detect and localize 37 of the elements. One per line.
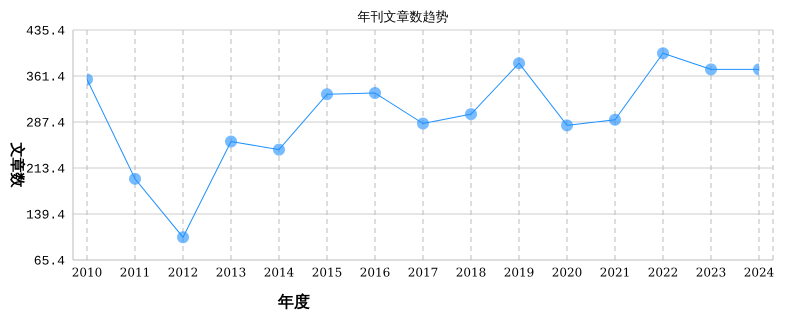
point — [417, 117, 429, 130]
y-tick-label: 287.4 — [26, 116, 66, 131]
point — [129, 172, 141, 185]
chart-title: 年刊文章数趋势 — [358, 10, 448, 25]
point — [321, 88, 333, 100]
x-axis-title: 年度 — [278, 292, 310, 313]
x-tick-label: 2013 — [216, 266, 246, 280]
x-tick-label: 2020 — [552, 266, 582, 280]
x-tick-label: 2018 — [456, 266, 486, 280]
x-tick-label: 2012 — [168, 266, 198, 280]
point — [369, 87, 381, 100]
x-tick-label: 2015 — [312, 266, 342, 280]
x-tick-label: 2016 — [360, 266, 390, 280]
point — [465, 108, 477, 120]
y-tick-label: 361.4 — [26, 70, 66, 85]
x-tick-label: 2017 — [408, 266, 438, 280]
y-tick-label: 65.4 — [34, 254, 66, 269]
x-tick-label: 2022 — [648, 266, 678, 280]
x-tick-label: 2014 — [264, 266, 295, 280]
y-tick-label: 139.4 — [26, 208, 66, 223]
point — [657, 47, 669, 60]
point — [513, 57, 525, 70]
x-tick-label: 2011 — [120, 266, 150, 280]
y-tick-label: 435.4 — [26, 24, 66, 39]
point — [177, 231, 189, 244]
point — [273, 144, 285, 156]
point — [561, 119, 573, 132]
point — [225, 136, 237, 148]
point — [705, 63, 717, 76]
point — [609, 114, 621, 126]
x-tick-label: 2024 — [744, 266, 775, 280]
x-tick-label: 2021 — [600, 266, 630, 280]
x-tick-label: 2019 — [504, 266, 534, 280]
x-tick-label: 2023 — [696, 266, 726, 280]
y-axis-title: 文章数 — [8, 142, 26, 188]
y-tick-label: 213.4 — [26, 162, 66, 177]
x-tick-label: 2010 — [72, 266, 102, 280]
